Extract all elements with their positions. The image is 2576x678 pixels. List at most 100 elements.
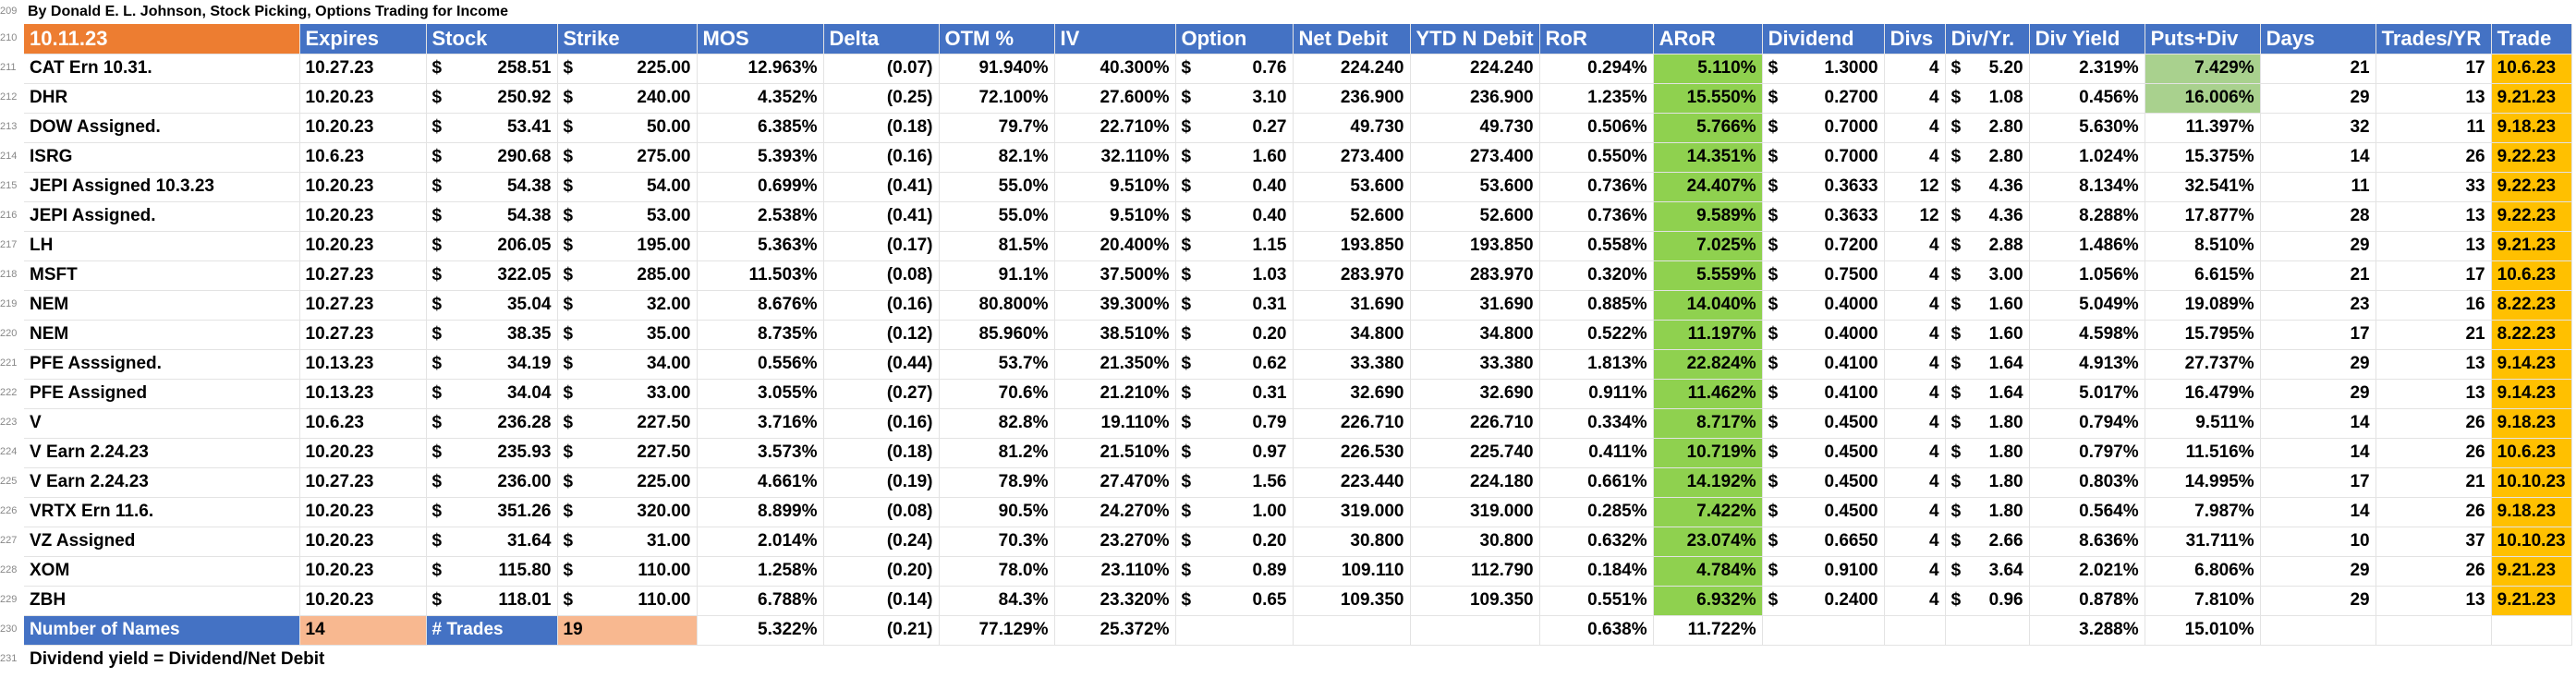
divs-cell[interactable]: 4 [1884, 379, 1946, 409]
trades-yr-cell[interactable]: 26 [2376, 497, 2492, 527]
delta-cell[interactable]: (0.12) [823, 320, 940, 350]
divs-cell[interactable]: 4 [1884, 113, 1946, 143]
name-cell[interactable]: V Earn 2.24.23 [24, 438, 300, 468]
ytd-cell[interactable]: 273.400 [1410, 142, 1540, 173]
otm-cell[interactable]: 72.100% [939, 83, 1055, 114]
trade-cell[interactable]: 8.22.23 [2491, 290, 2572, 321]
divs-cell[interactable]: 12 [1884, 172, 1946, 202]
trade-cell[interactable]: 9.21.23 [2491, 83, 2572, 114]
iv-header[interactable]: IV [1054, 24, 1176, 54]
name-cell[interactable]: DOW Assigned. [24, 113, 300, 143]
div-yr-header[interactable]: Div/Yr. [1945, 24, 2030, 54]
iv-cell[interactable]: 24.270% [1054, 497, 1176, 527]
stock-cell[interactable]: $322.05 [426, 260, 558, 291]
expires-cell[interactable]: 10.27.23 [299, 320, 427, 350]
delta-cell[interactable]: (0.17) [823, 231, 940, 261]
dividend-cell[interactable]: $0.4500 [1762, 408, 1885, 439]
aror-cell[interactable]: 23.074% [1653, 527, 1763, 557]
stock-cell[interactable]: $34.04 [426, 379, 558, 409]
trade-cell[interactable]: 10.6.23 [2491, 260, 2572, 291]
days-cell[interactable]: 23 [2260, 290, 2376, 321]
days-cell[interactable]: 29 [2260, 349, 2376, 380]
iv-cell[interactable]: 22.710% [1054, 113, 1176, 143]
mos-cell[interactable]: 4.661% [697, 467, 824, 498]
aror-cell[interactable]: 5.766% [1653, 113, 1763, 143]
names-label[interactable]: Number of Names [24, 615, 300, 646]
expires-cell[interactable]: 10.27.23 [299, 290, 427, 321]
days-cell[interactable]: 21 [2260, 260, 2376, 291]
ror-cell[interactable]: 0.551% [1539, 586, 1654, 616]
name-cell[interactable]: CAT Ern 10.31. [24, 54, 300, 84]
dividend-cell[interactable]: $0.4500 [1762, 497, 1885, 527]
ror-cell[interactable]: 0.911% [1539, 379, 1654, 409]
aror-cell[interactable]: 10.719% [1653, 438, 1763, 468]
trades-yr-cell[interactable]: 16 [2376, 290, 2492, 321]
otm-cell[interactable]: 70.3% [939, 527, 1055, 557]
trade-cell[interactable]: 9.22.23 [2491, 201, 2572, 232]
dividend-cell[interactable]: $0.7500 [1762, 260, 1885, 291]
expires-cell[interactable]: 10.27.23 [299, 467, 427, 498]
ror-cell[interactable]: 0.661% [1539, 467, 1654, 498]
delta-cell[interactable]: (0.41) [823, 201, 940, 232]
mos-cell[interactable]: 2.014% [697, 527, 824, 557]
dividend-cell[interactable]: $0.9100 [1762, 556, 1885, 587]
ror-cell[interactable]: 0.184% [1539, 556, 1654, 587]
divs-cell[interactable]: 4 [1884, 83, 1946, 114]
days-header[interactable]: Days [2260, 24, 2376, 54]
ytd-cell[interactable]: 34.800 [1410, 320, 1540, 350]
puts-div-cell[interactable]: 6.806% [2145, 556, 2261, 587]
stock-cell[interactable]: $351.26 [426, 497, 558, 527]
summary-aror[interactable]: 11.722% [1653, 615, 1763, 646]
trade-cell[interactable]: 9.18.23 [2491, 497, 2572, 527]
delta-cell[interactable]: (0.16) [823, 142, 940, 173]
strike-cell[interactable]: $31.00 [557, 527, 698, 557]
otm-cell[interactable]: 70.6% [939, 379, 1055, 409]
trades-yr-cell[interactable]: 13 [2376, 83, 2492, 114]
aror-cell[interactable]: 7.422% [1653, 497, 1763, 527]
iv-cell[interactable]: 21.510% [1054, 438, 1176, 468]
days-cell[interactable]: 14 [2260, 497, 2376, 527]
otm-cell[interactable]: 55.0% [939, 201, 1055, 232]
net-debit-cell[interactable]: 109.110 [1293, 556, 1411, 587]
trade-cell[interactable]: 9.18.23 [2491, 408, 2572, 439]
aror-cell[interactable]: 4.784% [1653, 556, 1763, 587]
days-cell[interactable]: 14 [2260, 438, 2376, 468]
stock-cell[interactable]: $206.05 [426, 231, 558, 261]
puts-div-cell[interactable]: 15.375% [2145, 142, 2261, 173]
mos-cell[interactable]: 1.258% [697, 556, 824, 587]
div-yr-cell[interactable]: $1.80 [1945, 467, 2030, 498]
net-debit-cell[interactable]: 283.970 [1293, 260, 1411, 291]
days-cell[interactable]: 29 [2260, 556, 2376, 587]
delta-cell[interactable]: (0.19) [823, 467, 940, 498]
div-yield-cell[interactable]: 8.636% [2029, 527, 2145, 557]
delta-cell[interactable]: (0.27) [823, 379, 940, 409]
otm-cell[interactable]: 78.0% [939, 556, 1055, 587]
net-debit-cell[interactable]: 52.600 [1293, 201, 1411, 232]
stock-cell[interactable]: $38.35 [426, 320, 558, 350]
summary-empty[interactable] [1945, 615, 2030, 646]
otm-cell[interactable]: 82.8% [939, 408, 1055, 439]
ytd-cell[interactable]: 31.690 [1410, 290, 1540, 321]
stock-cell[interactable]: $54.38 [426, 201, 558, 232]
div-yield-cell[interactable]: 8.288% [2029, 201, 2145, 232]
stock-cell[interactable]: $236.00 [426, 467, 558, 498]
dividend-cell[interactable]: $0.4100 [1762, 349, 1885, 380]
trade-cell[interactable]: 9.21.23 [2491, 231, 2572, 261]
row-number[interactable]: 210 [0, 32, 18, 43]
ytd-cell[interactable]: 193.850 [1410, 231, 1540, 261]
otm-cell[interactable]: 55.0% [939, 172, 1055, 202]
row-number[interactable]: 217 [0, 239, 18, 250]
row-number[interactable]: 213 [0, 121, 18, 132]
divs-cell[interactable]: 4 [1884, 54, 1946, 84]
row-number[interactable]: 231 [0, 653, 18, 664]
days-cell[interactable]: 29 [2260, 586, 2376, 616]
option-cell[interactable]: $0.20 [1175, 320, 1294, 350]
net-debit-cell[interactable]: 33.380 [1293, 349, 1411, 380]
summary-empty[interactable] [2260, 615, 2376, 646]
iv-cell[interactable]: 21.350% [1054, 349, 1176, 380]
mos-cell[interactable]: 8.899% [697, 497, 824, 527]
row-number[interactable]: 226 [0, 505, 18, 516]
trades-label[interactable]: # Trades [426, 615, 558, 646]
dividend-cell[interactable]: $0.3633 [1762, 172, 1885, 202]
trades-yr-cell[interactable]: 11 [2376, 113, 2492, 143]
